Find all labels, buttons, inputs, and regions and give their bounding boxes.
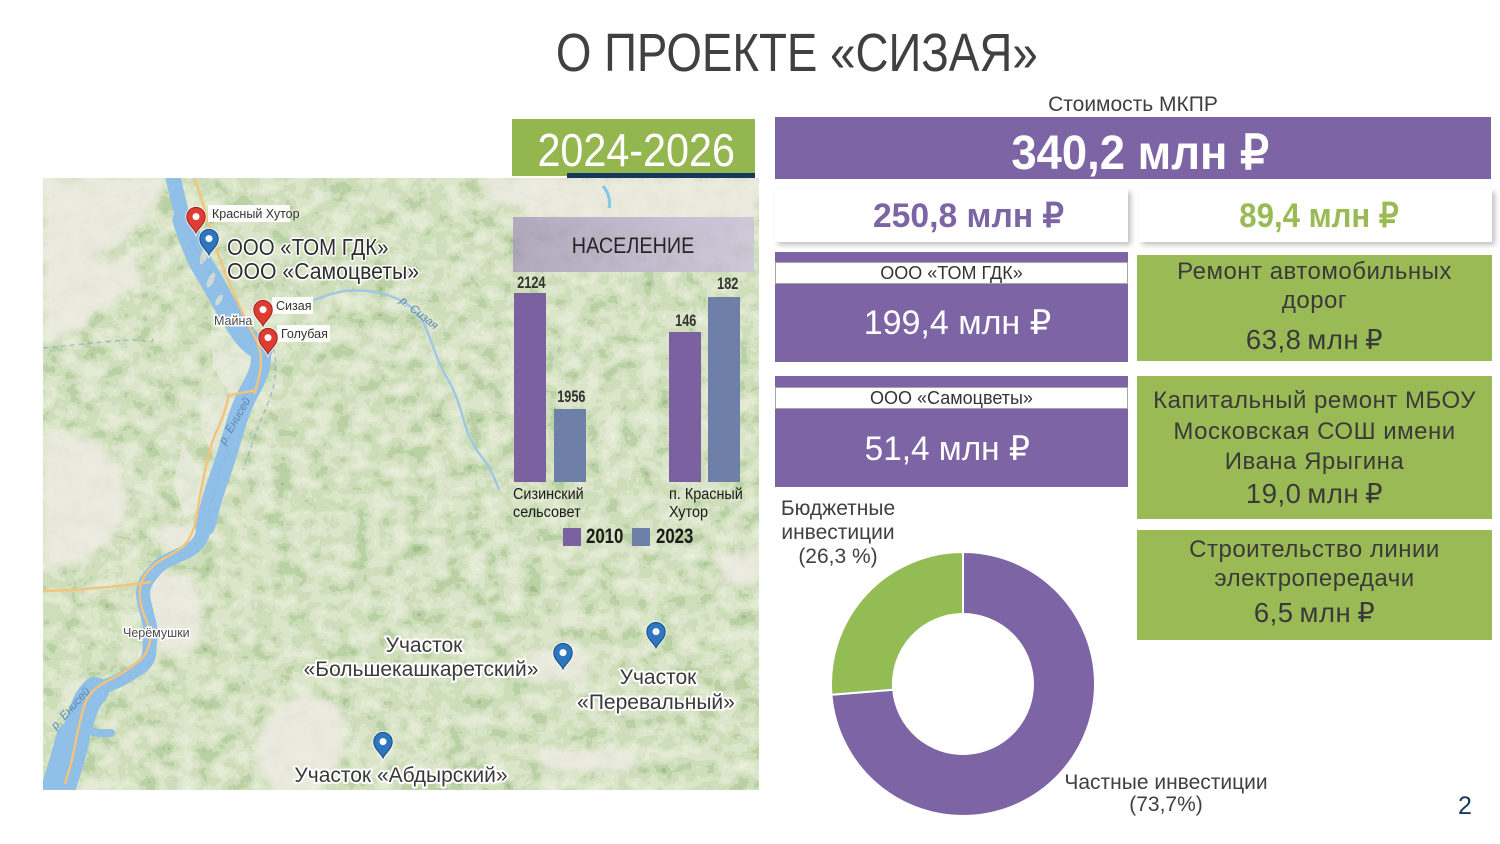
svg-text:Сизая: Сизая [276,299,311,313]
svg-text:Черёмушки: Черёмушки [123,626,190,640]
svg-text:Красный Хутор: Красный Хутор [212,207,300,221]
svg-text:ООО «Самоцветы»: ООО «Самоцветы» [227,258,419,284]
svg-text:ООО «ТОМ ГДК»: ООО «ТОМ ГДК» [227,234,389,260]
svg-text:Участок: Участок [620,666,698,689]
svg-text:«Большекашкаретский»: «Большекашкаретский» [304,658,539,681]
svg-text:Майна: Майна [214,314,252,328]
svg-text:Голубая: Голубая [281,327,328,341]
svg-text:Участок: Участок [386,634,464,657]
svg-text:Участок «Абдырский»: Участок «Абдырский» [294,764,507,787]
svg-text:«Перевальный»: «Перевальный» [577,691,735,714]
